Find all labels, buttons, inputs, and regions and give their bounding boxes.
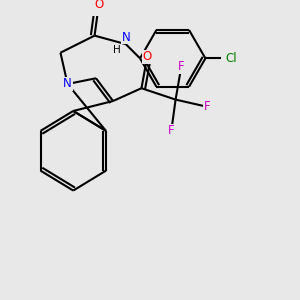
Text: O: O [142,50,152,64]
Text: F: F [178,60,184,74]
Text: O: O [94,0,104,11]
Text: N: N [63,77,72,91]
Text: F: F [168,124,175,137]
Text: H: H [113,45,121,55]
Text: N: N [122,31,130,44]
Text: Cl: Cl [225,52,237,65]
Text: F: F [203,100,210,113]
